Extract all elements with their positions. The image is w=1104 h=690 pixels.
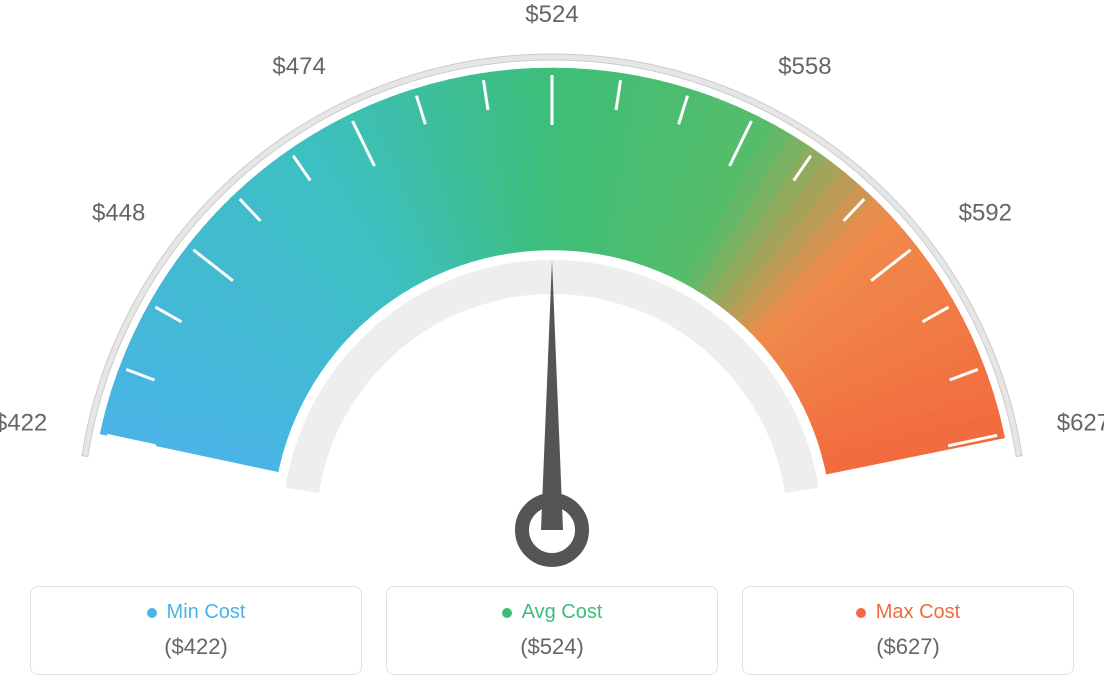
gauge-tick-label: $558 bbox=[778, 53, 831, 80]
gauge-tick-label: $422 bbox=[0, 410, 47, 437]
chart-container: $422 $448 $474 $524 $558 $592 $627 Min Cost ($4… bbox=[0, 0, 1104, 690]
legend-value: ($422) bbox=[41, 634, 351, 660]
gauge-tick-label: $627 bbox=[1057, 410, 1104, 437]
gauge-tick-label: $524 bbox=[525, 1, 578, 28]
legend-top: Avg Cost bbox=[397, 601, 707, 624]
gauge-tick-label: $474 bbox=[272, 53, 325, 80]
legend-item-max: Max Cost ($627) bbox=[742, 586, 1074, 675]
gauge-needle bbox=[541, 260, 563, 530]
legend-item-avg: Avg Cost ($524) bbox=[386, 586, 718, 675]
legend-value: ($524) bbox=[397, 634, 707, 660]
legend-row: Min Cost ($422) Avg Cost ($524) Max Cost ($62… bbox=[30, 586, 1074, 675]
legend-label: Min Cost bbox=[167, 601, 246, 624]
legend-dot-icon bbox=[502, 608, 512, 618]
legend-item-min: Min Cost ($422) bbox=[30, 586, 362, 675]
legend-value: ($627) bbox=[753, 634, 1063, 660]
gauge-svg: $422 $448 $474 $524 $558 $592 $627 bbox=[0, 0, 1104, 580]
gauge-tick-label: $592 bbox=[959, 199, 1012, 226]
legend-top: Max Cost bbox=[753, 601, 1063, 624]
legend-label: Avg Cost bbox=[522, 601, 603, 624]
legend-label: Max Cost bbox=[876, 601, 960, 624]
legend-dot-icon bbox=[856, 608, 866, 618]
legend-top: Min Cost bbox=[41, 601, 351, 624]
gauge-chart: $422 $448 $474 $524 $558 $592 $627 bbox=[0, 0, 1104, 580]
legend-dot-icon bbox=[147, 608, 157, 618]
gauge-tick-label: $448 bbox=[92, 199, 145, 226]
